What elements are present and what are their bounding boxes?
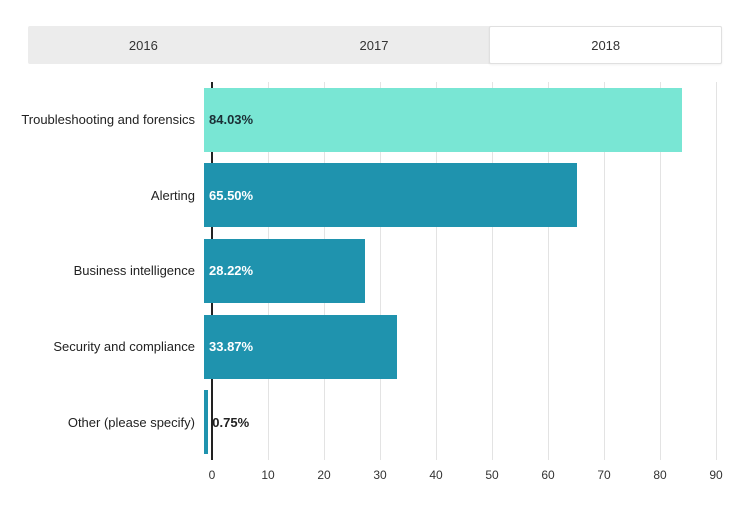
bar-value-label: 65.50% bbox=[209, 187, 254, 203]
chart-row: Troubleshooting and forensics 84.03% bbox=[0, 82, 716, 158]
bar-value-label: 84.03% bbox=[209, 112, 254, 128]
gridline bbox=[716, 82, 717, 460]
x-tick-label: 80 bbox=[653, 468, 667, 482]
x-axis-ticks: 0 10 20 30 40 50 60 70 80 90 bbox=[208, 466, 723, 486]
bar-track: 28.22% bbox=[204, 238, 716, 303]
bar-track: 84.03% bbox=[204, 87, 716, 152]
x-tick-label: 30 bbox=[373, 468, 387, 482]
category-label: Security and compliance bbox=[53, 339, 195, 355]
bar: 84.03% bbox=[204, 87, 683, 152]
tab-label: 2016 bbox=[128, 37, 158, 53]
bar-value-label: 0.75% bbox=[212, 414, 250, 430]
gridline bbox=[604, 82, 605, 460]
gridline bbox=[660, 82, 661, 460]
bar-track: 0.75% bbox=[204, 390, 716, 455]
chart-row: Security and compliance 33.87% bbox=[0, 309, 716, 385]
x-tick-label: 60 bbox=[541, 468, 555, 482]
x-tick-label: 70 bbox=[597, 468, 611, 482]
category-label: Troubleshooting and forensics bbox=[21, 112, 195, 128]
chart-row: Business intelligence 28.22% bbox=[0, 233, 716, 309]
chart-row: Other (please specify) 0.75% bbox=[0, 384, 716, 460]
bar-value-label: 28.22% bbox=[209, 263, 254, 279]
x-tick-label: 20 bbox=[317, 468, 331, 482]
bar-track: 33.87% bbox=[204, 314, 716, 379]
gridline bbox=[548, 82, 549, 460]
bar: 28.22% bbox=[204, 238, 365, 303]
bar-value-label: 33.87% bbox=[209, 339, 254, 355]
category-label: Alerting bbox=[150, 187, 195, 203]
horizontal-bar-chart: Troubleshooting and forensics 84.03% Alert… bbox=[0, 78, 756, 498]
x-tick-label: 10 bbox=[261, 468, 275, 482]
bar: 65.50% bbox=[204, 163, 577, 228]
tab-2018[interactable]: 2018 bbox=[489, 26, 723, 64]
gridline bbox=[492, 82, 493, 460]
tab-2017[interactable]: 2017 bbox=[259, 26, 490, 64]
tab-label: 2017 bbox=[359, 37, 389, 53]
bar: 33.87% bbox=[204, 314, 397, 379]
x-tick-label: 90 bbox=[709, 468, 723, 482]
bar: 0.75% bbox=[204, 390, 249, 455]
bar-track: 65.50% bbox=[204, 163, 716, 228]
gridline bbox=[380, 82, 381, 460]
tab-2016[interactable]: 2016 bbox=[28, 26, 259, 64]
category-label: Other (please specify) bbox=[67, 414, 195, 430]
chart-row: Alerting 65.50% bbox=[0, 158, 716, 234]
gridline bbox=[436, 82, 437, 460]
tab-label: 2018 bbox=[591, 37, 621, 53]
bar-rows: Troubleshooting and forensics 84.03% Alert… bbox=[0, 82, 716, 460]
x-tick-label: 40 bbox=[429, 468, 443, 482]
category-label: Business intelligence bbox=[73, 263, 195, 279]
year-tabs: 2016 2017 2018 bbox=[28, 26, 723, 64]
x-tick-label: 50 bbox=[485, 468, 499, 482]
x-tick-label: 0 bbox=[208, 468, 216, 482]
